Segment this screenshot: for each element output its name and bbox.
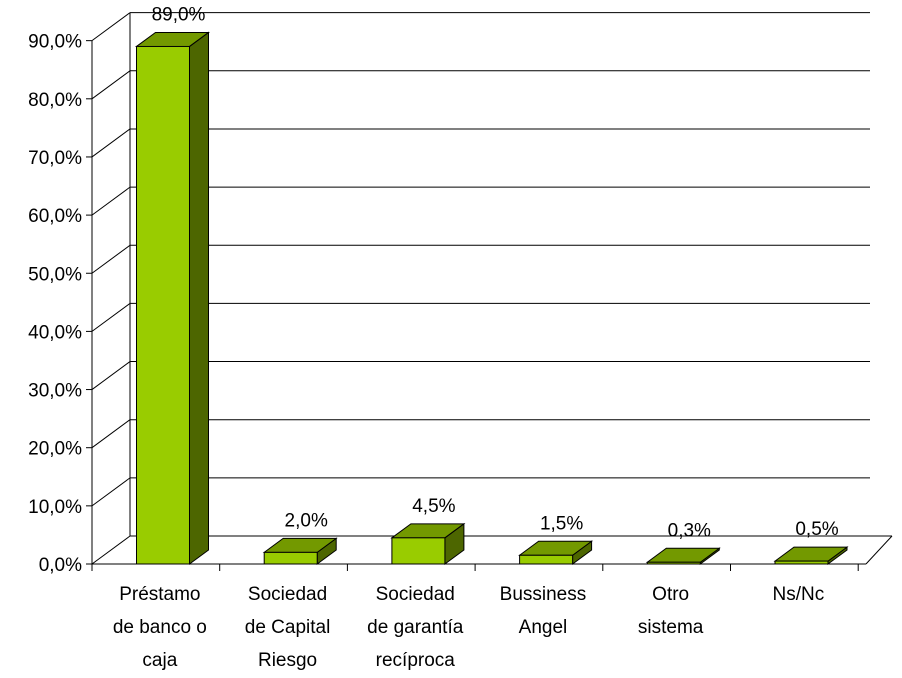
category-label-line: de garantía xyxy=(367,617,464,638)
y-tick-label: 90,0% xyxy=(28,32,82,53)
y-tick-label: 30,0% xyxy=(28,381,82,402)
y-tick-label: 0,0% xyxy=(39,555,82,576)
bar-front xyxy=(136,45,190,565)
category-label-line: Angel xyxy=(519,617,568,638)
category-label-line: de banco o xyxy=(113,617,207,638)
y-tick-label: 70,0% xyxy=(28,148,82,169)
category-label-line: Sociedad xyxy=(376,584,455,605)
category-label-line: recíproca xyxy=(376,650,456,671)
axes xyxy=(86,12,893,571)
gridline-connector xyxy=(91,12,131,42)
gridline-connector xyxy=(91,477,131,507)
bar xyxy=(518,540,594,565)
data-label: 2,0% xyxy=(285,510,328,531)
category-label-line: Sociedad xyxy=(248,584,327,605)
y-tick-label: 60,0% xyxy=(28,206,82,227)
gridline-connector xyxy=(91,244,131,274)
bar xyxy=(262,537,338,565)
gridline-connector xyxy=(91,361,131,390)
category-label: Ns/Nc xyxy=(772,584,824,605)
gridlines xyxy=(91,12,870,565)
data-label: 0,3% xyxy=(668,520,711,541)
category-label-line: sistema xyxy=(638,617,704,638)
bar-top xyxy=(645,547,721,563)
gridline-connector xyxy=(91,535,131,565)
y-tick-label: 10,0% xyxy=(28,497,82,518)
bar xyxy=(390,522,466,565)
bar-front xyxy=(391,537,446,565)
category-label: Sociedad de Capital Riesgo xyxy=(245,584,331,671)
labels: 0,0% 10,0% 20,0% 30,0% 40,0% 50,0% 60,0% 70,0% 8… xyxy=(28,4,839,671)
data-label: 4,5% xyxy=(412,496,455,517)
bar-side xyxy=(189,31,209,565)
gridline-connector xyxy=(91,128,131,158)
bar xyxy=(773,546,849,565)
gridline-connector xyxy=(91,186,131,216)
bar-front xyxy=(646,561,701,565)
floor-right-edge xyxy=(865,535,893,565)
bar xyxy=(645,547,721,565)
bar-front xyxy=(774,560,829,565)
y-tick-label: 40,0% xyxy=(28,322,82,343)
data-label: 0,5% xyxy=(795,519,838,540)
bar-front xyxy=(263,551,318,565)
gridline-connector xyxy=(91,302,131,332)
y-tick-label: 80,0% xyxy=(28,90,82,111)
gridline-connector xyxy=(91,70,131,100)
category-label: Préstamo de banco o caja xyxy=(113,584,207,671)
y-tick-label: 20,0% xyxy=(28,439,82,460)
data-label: 1,5% xyxy=(540,513,583,534)
gridline-connector xyxy=(91,419,131,449)
bars xyxy=(134,31,849,565)
category-label-line: de Capital xyxy=(245,617,331,638)
category-label-line: Riesgo xyxy=(258,650,317,671)
category-label: Sociedad de garantía recíproca xyxy=(367,584,464,671)
category-label-line: Ns/Nc xyxy=(772,584,824,605)
category-label-line: Préstamo xyxy=(119,584,200,605)
bar xyxy=(134,31,211,565)
data-label: 89,0% xyxy=(152,4,206,25)
category-label: Otro sistema xyxy=(638,584,704,638)
bar-top xyxy=(773,546,849,562)
bar-front xyxy=(519,554,574,565)
category-label-line: Otro xyxy=(652,584,689,605)
category-label: Bussiness Angel xyxy=(500,584,587,638)
category-label-line: caja xyxy=(142,650,177,671)
y-tick-label: 50,0% xyxy=(28,264,82,285)
category-label-line: Bussiness xyxy=(500,584,587,605)
